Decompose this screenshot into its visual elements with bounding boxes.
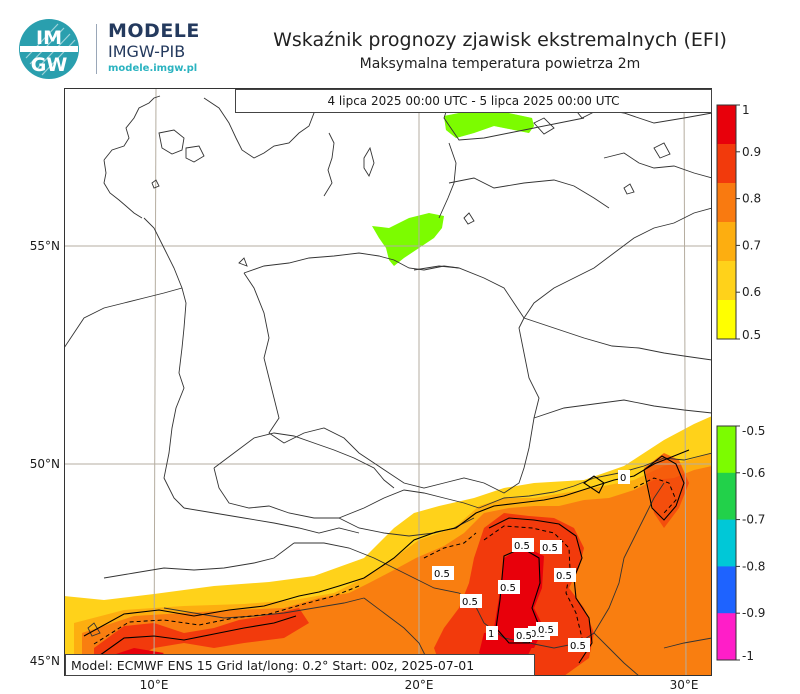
colorbar-positive-swatch (717, 144, 736, 184)
colorbar-negative-label: -0.6 (742, 466, 765, 480)
lat-label-55: 55°N (29, 239, 60, 253)
efi-dashed-contours (93, 477, 677, 645)
contour-label: 0.5 (542, 543, 558, 554)
colorbar-positive-swatch (717, 222, 736, 262)
lon-label-20: 20°E (404, 678, 434, 692)
lon-label-10: 10°E (139, 678, 169, 692)
colorbar-negative-swatch (717, 566, 736, 614)
contour-labels: 0.5 0.5 0.5 0.5 0.5 0.5 0.5 0.5 1 0.5 0.… (432, 470, 630, 652)
brand-org: IMGW-PIB (108, 42, 186, 61)
contour-label: 0.5 (500, 583, 516, 594)
colorbar-negative: -0.5 -0.6 -0.7 -0.8 -0.9 -1 (716, 424, 800, 669)
brand-url[interactable]: modele.imgw.pl (108, 63, 198, 74)
efi-negative-patches (372, 110, 534, 266)
colorbar-negative-border (716, 425, 737, 661)
forecast-period: 4 lipca 2025 00:00 UTC - 5 lipca 2025 00… (235, 89, 712, 113)
colorbar-positive-label: 0.9 (742, 145, 761, 159)
colorbar-positive-canvas: 1 0.9 0.8 0.7 0.6 0.5 (716, 103, 761, 342)
colorbar-positive-label: 0.8 (742, 192, 761, 206)
map-canvas: 0.5 0.5 0.5 0.5 0.5 0.5 0.5 0.5 1 0.5 0.… (64, 88, 712, 676)
efi-contours (83, 449, 690, 664)
colorbar-positive-label: 0.5 (742, 328, 761, 342)
brand-name: MODELE (108, 20, 200, 42)
map-subtitle: Maksymalna temperatura powietrza 2m (359, 56, 641, 72)
contour-label: 0.5 (516, 631, 532, 642)
colorbar-positive-label: 0.6 (742, 285, 761, 299)
colorbar-negative-label: -0.8 (742, 559, 765, 573)
lon-label-30: 30°E (669, 678, 699, 692)
contour-label: 0.5 (462, 597, 478, 608)
logo-text-top: IM (36, 27, 62, 49)
contour-label: 1 (488, 629, 494, 640)
colorbar-negative-canvas: -0.5 -0.6 -0.7 -0.8 -0.9 -1 (716, 424, 765, 663)
colorbar-positive-swatch (717, 261, 736, 301)
colorbar-positive-label: 0.7 (742, 238, 761, 252)
colorbar-positive: 1 0.9 0.8 0.7 0.6 0.5 (716, 103, 800, 348)
colorbar-positive-swatch (717, 105, 736, 145)
contour-label: 0.5 (556, 571, 572, 582)
colorbar-negative-label: -0.5 (742, 425, 765, 438)
imgw-logo: IM GW (18, 18, 80, 80)
colorbar-negative-swatch (717, 613, 736, 661)
lat-label-45: 45°N (29, 654, 60, 668)
colorbar-positive-swatch (717, 183, 736, 223)
lat-label-50: 50°N (29, 457, 60, 471)
brand-divider (96, 24, 97, 74)
contour-label: 0.5 (570, 641, 586, 652)
map-title: Wskaźnik prognozy zjawisk ekstremalnych … (273, 29, 727, 51)
graticule (64, 88, 712, 676)
contour-label: 0.5 (434, 569, 450, 580)
map-panel: 0.5 0.5 0.5 0.5 0.5 0.5 0.5 0.5 1 0.5 0.… (64, 88, 712, 676)
colorbar-positive-border (716, 104, 737, 340)
model-info: Model: ECMWF ENS 15 Grid lat/long: 0.2° … (65, 654, 535, 676)
colorbar-positive-swatch (717, 300, 736, 340)
contour-label: 0.5 (514, 541, 530, 552)
logo-text-bottom: GW (31, 54, 68, 76)
colorbar-negative-label: -0.7 (742, 513, 765, 527)
colorbar-negative-swatch (717, 472, 736, 521)
colorbar-negative-label: -1 (742, 649, 754, 663)
contour-label: 0.5 (538, 625, 554, 636)
colorbar-negative-swatch (717, 426, 736, 474)
contour-label: 0 (620, 473, 626, 484)
colorbar-negative-swatch (717, 519, 736, 567)
colorbar-negative-label: -0.9 (742, 606, 765, 620)
colorbar-positive-label: 1 (742, 104, 750, 117)
